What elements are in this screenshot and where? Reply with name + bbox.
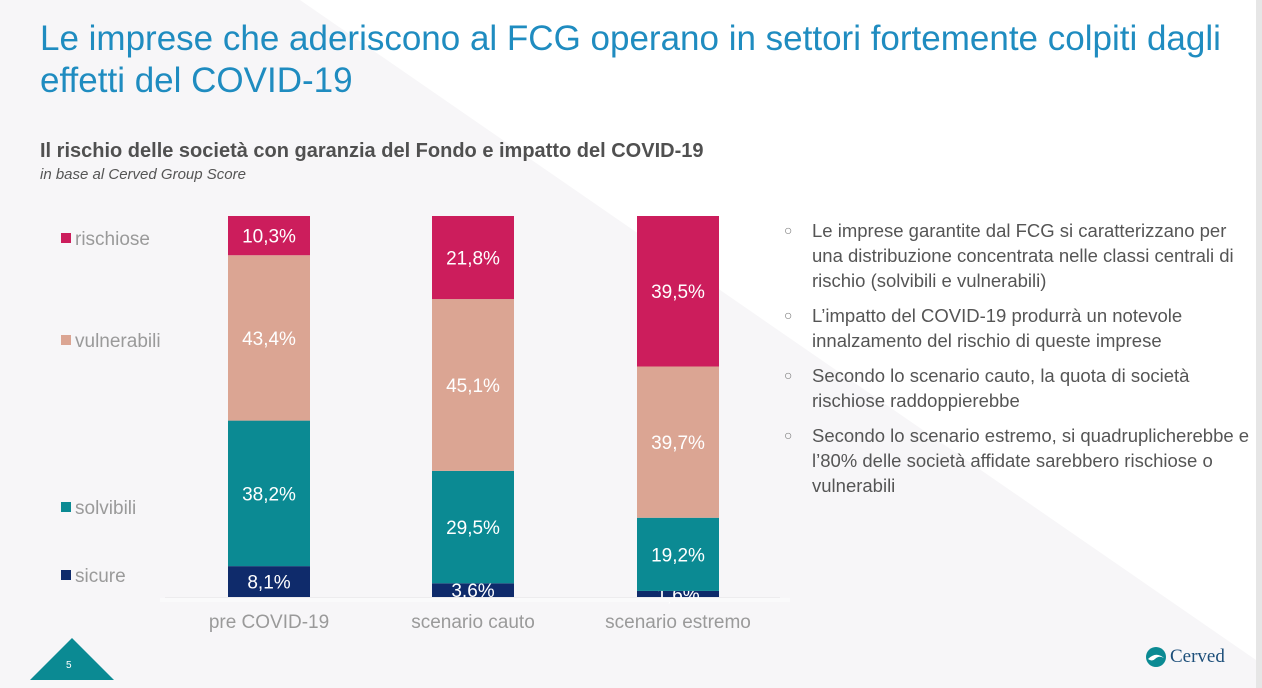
category-label: scenario cauto <box>411 612 535 633</box>
baseline-mask <box>160 598 790 602</box>
bullet-item: ○ L’impatto del COVID-19 produrrà un note… <box>784 305 1183 351</box>
bar-segment-sicure <box>228 566 310 597</box>
page-number-badge <box>30 638 114 680</box>
bullet-circle-icon: ○ <box>784 307 793 323</box>
bar-segment-rischiose <box>228 216 310 256</box>
bullet-item: ○ Secondo lo scenario estremo, si quadrup… <box>784 425 1250 496</box>
bar-segment-solvibili <box>637 517 719 591</box>
data-label: 19,2% <box>651 545 705 566</box>
data-label: 45,1% <box>446 376 500 397</box>
legend-swatch-vulnerabili <box>61 335 71 345</box>
bar-segment-vulnerabili <box>432 299 514 471</box>
data-label: 29,5% <box>446 518 500 539</box>
legend-label-solvibili: solvibili <box>75 498 136 519</box>
data-label: 43,4% <box>242 329 296 350</box>
bar-segment-rischiose <box>432 216 514 300</box>
bar-segment-vulnerabili <box>228 255 310 421</box>
data-label: 3,6% <box>451 581 494 602</box>
legend-swatch-sicure <box>61 570 71 580</box>
data-label: 39,5% <box>651 282 705 303</box>
data-label: 10,3% <box>242 227 296 248</box>
legend-swatch-rischiose <box>61 233 71 243</box>
chart-subtitle: in base al Cerved Group Score <box>40 166 246 183</box>
slide-edge <box>1256 0 1262 688</box>
legend-label-rischiose: rischiose <box>75 229 150 250</box>
bar-segment-sicure <box>637 590 719 597</box>
bar-segment-solvibili <box>432 470 514 584</box>
bullet-circle-icon: ○ <box>784 367 793 383</box>
bullet-item: ○ Secondo lo scenario cauto, la quota di … <box>784 365 1190 411</box>
bar-segment-vulnerabili <box>637 366 719 518</box>
bullet-circle-icon: ○ <box>784 222 793 238</box>
logo-text: Cerved <box>1170 646 1225 667</box>
cerved-logo-icon <box>1146 647 1166 667</box>
cerved-logo: Cerved <box>1145 646 1225 668</box>
bar-segment-sicure <box>432 583 514 597</box>
bullet-list: ○ Le imprese garantite dal FCG si caratte… <box>780 218 1260 508</box>
legend-swatch-solvibili <box>61 502 71 512</box>
category-label: scenario estremo <box>605 612 751 633</box>
data-label: 21,8% <box>446 249 500 270</box>
bullet-item: ○ Le imprese garantite dal FCG si caratte… <box>784 220 1234 291</box>
bar-segment-rischiose <box>637 216 719 367</box>
data-label: 38,2% <box>242 484 296 505</box>
slide-title: Le imprese che aderiscono al FCG operano… <box>40 19 1221 100</box>
stacked-bar-chart: 8,1% 38,2% 43,4% 10,3% pre COVID-19 3,6% 29,5%… <box>61 216 790 633</box>
chart-title: Il rischio delle società con garanzia de… <box>40 140 704 162</box>
data-label: 39,7% <box>651 433 705 454</box>
category-label: pre COVID-19 <box>209 612 329 633</box>
legend-label-sicure: sicure <box>75 566 126 587</box>
data-label: 8,1% <box>247 573 290 594</box>
page-number: 5 <box>66 660 72 671</box>
bullet-circle-icon: ○ <box>784 427 793 443</box>
legend-label-vulnerabili: vulnerabili <box>75 331 161 352</box>
bar-segment-solvibili <box>228 420 310 567</box>
